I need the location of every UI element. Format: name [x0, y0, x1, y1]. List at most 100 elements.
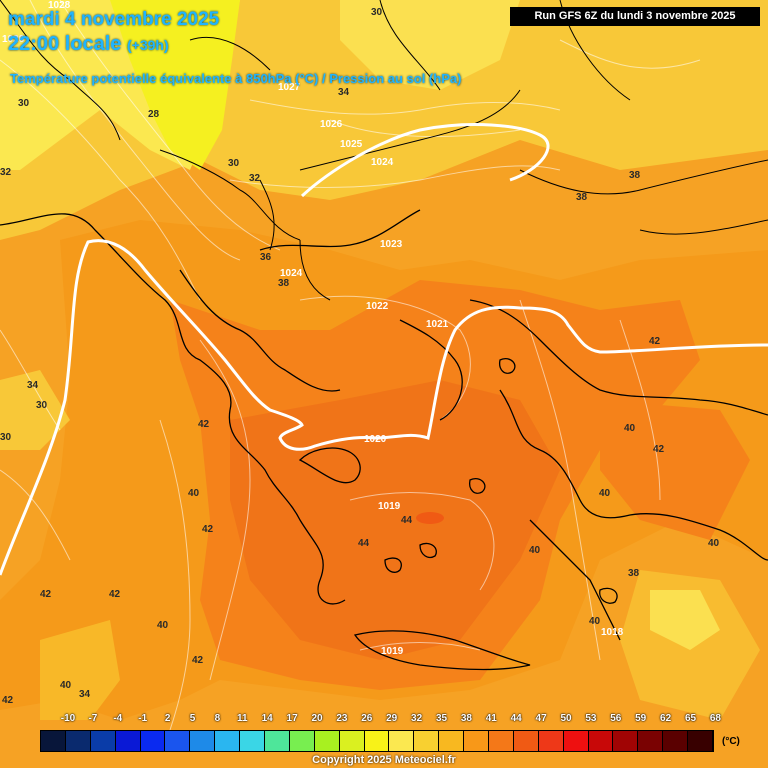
- legend-swatch: [339, 731, 365, 751]
- theta-label: 40: [708, 538, 720, 549]
- isobar-label: 1024: [371, 157, 394, 168]
- theta-label: 38: [628, 568, 640, 579]
- field-east-orange: [600, 400, 750, 540]
- theta-label: 30: [18, 98, 30, 109]
- field-hotspot: [416, 512, 444, 524]
- isobar-label: 1018: [601, 627, 624, 638]
- isobar-labels: 1028 1026 1027 1026 1025 1024 1023 1024 …: [2, 0, 624, 657]
- legend-tick: 38: [460, 713, 472, 724]
- legend-swatch: [41, 731, 66, 751]
- theta-label: 42: [192, 655, 204, 666]
- legend-tick: 17: [286, 713, 298, 724]
- legend-tick: 32: [411, 713, 423, 724]
- legend-tick: 47: [535, 713, 547, 724]
- theta-label: 40: [624, 423, 636, 434]
- color-scale: [40, 730, 715, 752]
- legend-swatch: [538, 731, 564, 751]
- legend-tick: -4: [113, 713, 123, 724]
- theta-label: 40: [60, 680, 72, 691]
- legend-tick: -10: [60, 713, 76, 724]
- legend-swatch: [165, 731, 191, 751]
- legend-tick: 44: [510, 713, 522, 724]
- isobar-label: 1024: [280, 268, 303, 279]
- isobar-label: 1026: [320, 119, 343, 130]
- legend-tick: 53: [585, 713, 597, 724]
- theta-label: 38: [576, 192, 588, 203]
- lead-time: (+39h): [126, 37, 169, 53]
- legend-tick: 26: [361, 713, 373, 724]
- legend-swatch: [90, 731, 116, 751]
- run-label: Run GFS 6Z du lundi 3 novembre 2025: [510, 7, 760, 26]
- field-yellow-west: [0, 370, 70, 450]
- coastlines: [0, 209, 768, 671]
- legend-swatch: [489, 731, 514, 751]
- thick-isolines: [0, 123, 768, 576]
- field-yellow-top: [340, 0, 520, 90]
- theta-label: 40: [599, 488, 611, 499]
- legend-swatch: [115, 731, 141, 751]
- legend-swatch: [638, 731, 664, 751]
- legend-swatch: [140, 731, 166, 751]
- legend-tick: 14: [261, 713, 273, 724]
- isobar-label: 1025: [340, 139, 363, 150]
- field-yellow-southwest: [40, 620, 120, 720]
- theta-label: 42: [649, 336, 661, 347]
- forecast-time: 22:00 locale (+39h): [8, 33, 169, 56]
- theta-label: 34: [27, 380, 39, 391]
- legend-swatch: [190, 731, 216, 751]
- theta-label: 44: [358, 538, 370, 549]
- legend-tick: 5: [189, 713, 196, 724]
- isobar-label: 1027: [278, 82, 301, 93]
- legend-tick: -7: [88, 713, 98, 724]
- theta-label: 38: [629, 170, 641, 181]
- theta-label: 44: [401, 515, 413, 526]
- theta-label: 40: [188, 488, 200, 499]
- theta-label: 32: [249, 173, 261, 184]
- legend-tick: 23: [336, 713, 348, 724]
- theta-label: 28: [148, 109, 160, 120]
- legend-tick: 35: [435, 713, 448, 724]
- legend-swatch: [265, 731, 290, 751]
- theta-label: 40: [157, 620, 169, 631]
- legend-tick: 41: [485, 713, 497, 724]
- legend-swatch: [240, 731, 266, 751]
- legend-swatch: [563, 731, 589, 751]
- legend-tick: -1: [138, 713, 148, 724]
- theta-label: 34: [338, 87, 350, 98]
- field-lemon: [110, 0, 240, 170]
- copyright: Copyright 2025 Meteociel.fr: [312, 754, 456, 766]
- legend-tick: 59: [635, 713, 647, 724]
- legend-tick: 68: [709, 713, 721, 724]
- legend-tick: 2: [164, 713, 171, 724]
- legend-swatch: [314, 731, 340, 751]
- legend-tick: 8: [214, 713, 221, 724]
- thin-contours: [0, 0, 701, 731]
- isobar-label: 1021: [426, 319, 449, 330]
- theta-label: 36: [260, 252, 272, 263]
- theta-label: 42: [202, 524, 214, 535]
- theta-label: 30: [371, 7, 383, 18]
- field-peak: [230, 380, 560, 660]
- isobar-label: 1028: [48, 0, 71, 11]
- theta-label: 40: [589, 616, 601, 627]
- isobar-label: 1020: [364, 434, 387, 445]
- isobar-label: 1019: [378, 501, 401, 512]
- legend-tick: 11: [237, 713, 248, 724]
- legend-swatch: [215, 731, 241, 751]
- borders: [0, 0, 768, 301]
- legend-tick: 50: [560, 713, 572, 724]
- legend-swatch: [513, 731, 539, 751]
- theta-label: 42: [2, 695, 14, 706]
- local-time: 22:00 locale: [8, 33, 122, 55]
- legend-swatch: [65, 731, 91, 751]
- isobar-label: 1026: [2, 34, 25, 45]
- legend-tick: 62: [660, 713, 672, 724]
- legend-swatch: [688, 731, 714, 751]
- legend-tick: 56: [610, 713, 622, 724]
- legend-unit: (°C): [722, 736, 740, 747]
- legend-tick: 65: [684, 713, 697, 724]
- theta-label: 32: [0, 167, 12, 178]
- isobar-label: 1022: [366, 301, 389, 312]
- theta-label: 42: [198, 419, 210, 430]
